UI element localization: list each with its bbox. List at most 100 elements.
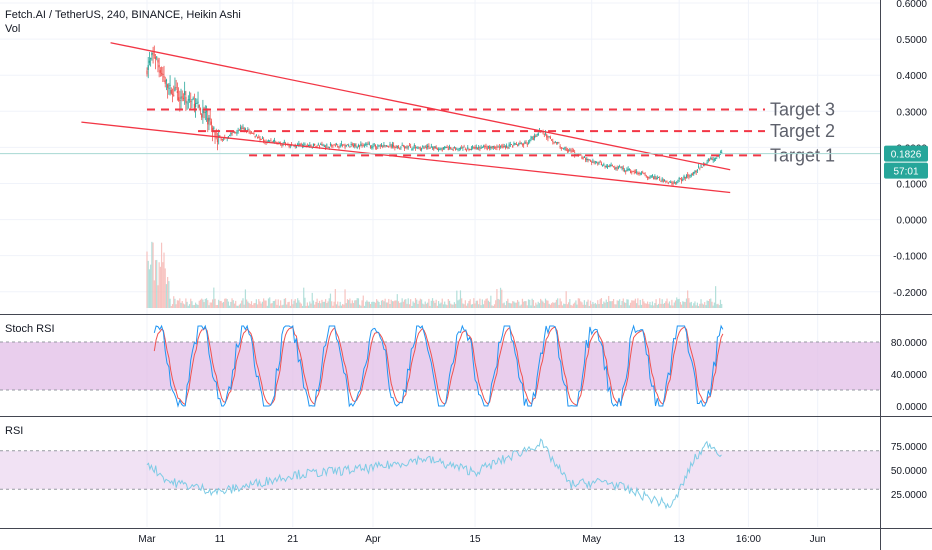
volume-bar (684, 302, 686, 308)
candle-body (710, 158, 712, 160)
volume-bar (219, 301, 221, 308)
volume-bar (696, 302, 698, 308)
candle-body (646, 177, 649, 179)
candle-body (221, 138, 223, 140)
candle-body (269, 140, 271, 142)
volume-bar (372, 301, 374, 308)
candle-body (558, 142, 560, 144)
volume-bar (258, 299, 260, 308)
volume-bar (469, 299, 471, 308)
volume-bar (215, 305, 217, 308)
volume-bar (350, 303, 352, 308)
volume-bar (213, 287, 215, 308)
price-tick-label: 0.1000 (896, 179, 927, 190)
candle-body (625, 170, 627, 172)
candle-body (694, 170, 696, 172)
volume-bar (520, 304, 522, 308)
candle-body (715, 157, 717, 159)
candle-body (231, 133, 233, 135)
candle-body (662, 180, 664, 182)
candle-body (349, 146, 351, 148)
volume-bar (191, 301, 193, 308)
candle-body (248, 130, 250, 133)
candle-body (656, 178, 658, 179)
volume-bar (467, 303, 469, 308)
candle-body (383, 144, 385, 147)
candle-body (203, 111, 205, 113)
candle-body (362, 145, 364, 147)
candle-body (157, 59, 159, 63)
candle-body (430, 146, 432, 148)
candle-body (237, 130, 239, 132)
volume-bar (410, 299, 412, 308)
volume-bar (171, 304, 174, 308)
candle-body (366, 144, 368, 145)
volume-bar (445, 304, 447, 308)
candle-body (713, 159, 716, 161)
volume-bar (550, 303, 553, 308)
candle-body (173, 95, 175, 97)
volume-bar (617, 300, 620, 308)
volume-bar (376, 299, 378, 308)
volume-bar (165, 284, 168, 308)
candle-body (333, 144, 335, 146)
candle-body (401, 144, 403, 146)
volume-bar (457, 300, 459, 308)
candle-body (270, 140, 272, 142)
candle-body (633, 171, 635, 173)
rsi-line (146, 438, 722, 510)
volume-bar (218, 299, 220, 308)
candle-body (648, 177, 650, 179)
candle-body (210, 121, 212, 125)
volume-bar (310, 303, 312, 308)
volume-bar (694, 301, 696, 308)
candle-body (230, 133, 232, 135)
candle-body (587, 159, 589, 161)
volume-bar (440, 302, 442, 308)
candle-body (612, 166, 615, 168)
time-tick-label: 13 (674, 534, 686, 545)
volume-bar (650, 305, 652, 308)
candle-body (553, 142, 555, 144)
volume-bar (384, 298, 386, 308)
candle-body (165, 79, 168, 82)
volume-bar (273, 300, 276, 308)
volume-bar (283, 298, 285, 308)
candle-body (325, 146, 327, 148)
stoch-tick-label: 40.0000 (891, 370, 928, 381)
candle-body (682, 179, 684, 181)
volume-bar (352, 303, 355, 308)
volume-bar (710, 298, 712, 308)
candle-body (622, 167, 624, 169)
candle-body (659, 178, 661, 180)
volume-bar (197, 305, 199, 308)
volume-bar (250, 301, 253, 308)
volume-bar (288, 301, 290, 308)
candle-body (420, 148, 423, 150)
volume-bar (289, 305, 291, 308)
upper-trendline (110, 42, 731, 171)
volume-bar (462, 303, 464, 308)
rsi-title: RSI (5, 425, 23, 437)
candle-body (247, 129, 249, 131)
volume-bar (204, 298, 206, 308)
volume-bar (224, 298, 226, 308)
volume-bar (391, 301, 394, 308)
candle-body (389, 144, 391, 146)
candle-body (461, 147, 463, 149)
candle-body (519, 142, 521, 144)
volume-bar (598, 303, 600, 308)
candle-body (321, 144, 323, 146)
candle-body (620, 166, 622, 168)
volume-bar (214, 298, 216, 308)
volume-bar (390, 299, 392, 308)
candle-body (665, 180, 667, 182)
volume-bar (626, 299, 628, 308)
time-tick-label: Mar (138, 534, 156, 545)
candle-body (346, 144, 349, 146)
volume-bar (162, 262, 164, 308)
volume-bar (698, 305, 700, 308)
volume-bar (435, 299, 437, 308)
